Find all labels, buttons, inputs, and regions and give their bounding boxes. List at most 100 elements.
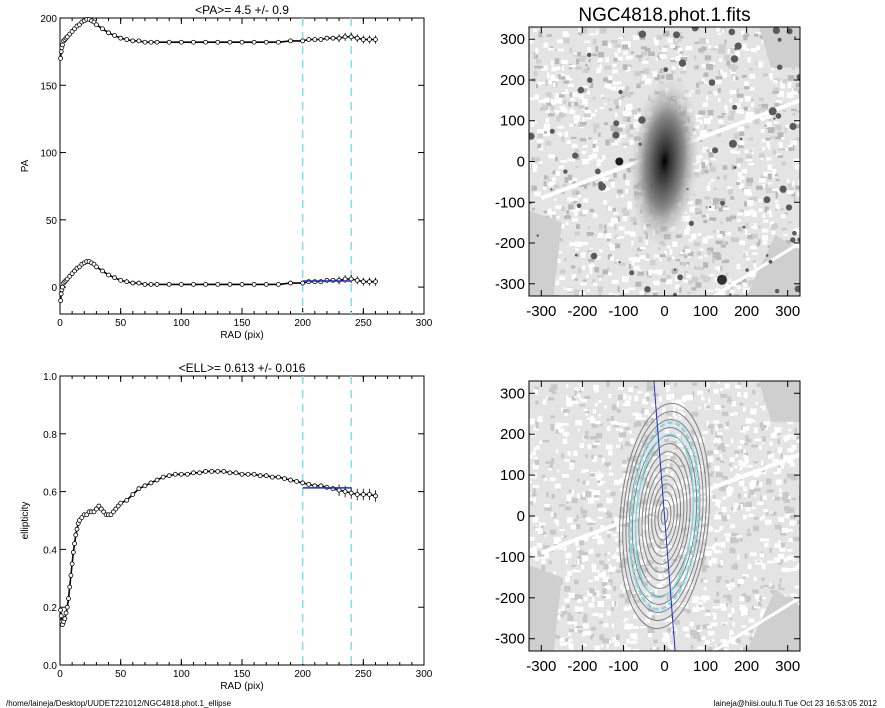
star: [739, 137, 743, 141]
noise-speck: [591, 520, 596, 523]
noise-speck: [708, 550, 712, 556]
noise-speck: [727, 613, 732, 618]
noise-speck: [767, 127, 775, 133]
noise-speck: [696, 465, 704, 468]
noise-speck: [696, 82, 700, 88]
noise-speck: [639, 549, 644, 552]
noise-speck: [749, 420, 756, 423]
noise-speck: [692, 596, 700, 601]
noise-speck: [680, 479, 684, 485]
noise-speck: [646, 382, 652, 386]
noise-speck: [753, 488, 761, 492]
noise-speck: [730, 638, 735, 644]
data-point: [275, 474, 281, 480]
noise-speck: [753, 494, 757, 498]
star: [549, 128, 555, 134]
noise-speck: [580, 399, 588, 403]
noise-speck: [602, 576, 610, 583]
data-point: [373, 279, 378, 285]
noise-speck: [774, 121, 779, 124]
noise-speck: [728, 587, 732, 590]
noise-speck: [555, 110, 560, 114]
noise-speck: [722, 207, 729, 210]
noise-speck: [645, 481, 650, 485]
isophote-contour: [625, 419, 704, 613]
noise-speck: [589, 208, 595, 213]
noise-speck: [576, 547, 580, 551]
noise-speck: [753, 576, 757, 581]
noise-speck: [762, 228, 769, 233]
data-point: [94, 22, 99, 28]
noise-speck: [571, 564, 576, 567]
noise-speck: [642, 581, 649, 587]
noise-speck: [784, 568, 791, 573]
noise-speck: [794, 427, 797, 433]
noise-speck: [632, 465, 636, 471]
noise-speck: [672, 413, 676, 417]
noise-speck: [769, 582, 772, 587]
noise-speck: [600, 482, 603, 486]
noise-speck: [711, 471, 714, 474]
noise-speck: [542, 104, 549, 111]
noise-speck: [619, 134, 626, 138]
noise-speck: [551, 529, 554, 536]
noise-speck: [737, 493, 741, 499]
noise-speck: [648, 539, 655, 543]
noise-speck: [725, 537, 730, 543]
noise-speck: [760, 424, 767, 429]
noise-speck: [567, 83, 574, 88]
noise-speck: [740, 610, 748, 616]
noise-speck: [720, 559, 723, 566]
noise-speck: [535, 525, 539, 528]
noise-speck: [662, 407, 666, 410]
star: [673, 268, 677, 271]
noise-speck: [578, 105, 585, 109]
noise-speck: [730, 537, 737, 544]
noise-speck: [707, 388, 711, 393]
noise-speck: [593, 256, 601, 260]
noise-speck: [543, 123, 550, 129]
noise-speck: [724, 648, 729, 651]
noise-speck: [702, 542, 707, 546]
noise-speck: [580, 506, 583, 512]
noise-speck: [608, 472, 614, 476]
noise-speck: [715, 240, 723, 245]
noise-speck: [607, 233, 612, 239]
noise-speck: [742, 576, 747, 579]
noise-speck: [785, 147, 789, 151]
noise-speck: [773, 224, 778, 230]
noise-speck: [751, 102, 754, 108]
noise-speck: [729, 413, 735, 416]
noise-speck: [772, 91, 779, 94]
x-tick-label: -300: [526, 303, 556, 320]
noise-speck: [760, 538, 766, 542]
noise-speck: [555, 251, 562, 254]
noise-speck: [697, 233, 702, 237]
noise-speck: [635, 545, 641, 551]
noise-speck: [616, 216, 620, 222]
noise-speck: [762, 495, 767, 500]
noise-speck: [744, 201, 748, 207]
noise-speck: [536, 543, 542, 548]
noise-speck: [608, 222, 614, 227]
noise-speck: [655, 546, 659, 552]
noise-speck: [611, 279, 619, 284]
noise-speck: [571, 489, 575, 496]
noise-speck: [792, 556, 796, 561]
isophote-contour: [647, 475, 682, 557]
noise-speck: [787, 458, 794, 464]
noise-speck: [564, 131, 569, 138]
noise-speck: [619, 431, 626, 438]
noise-speck: [635, 420, 642, 427]
noise-speck: [668, 416, 672, 420]
noise-speck: [584, 468, 589, 472]
noise-speck: [575, 569, 581, 573]
data-point: [148, 281, 154, 287]
noise-speck: [701, 162, 706, 168]
noise-speck: [701, 396, 705, 401]
noise-speck: [541, 559, 546, 565]
noise-speck: [627, 201, 632, 204]
noise-speck: [633, 599, 641, 603]
noise-speck: [620, 91, 627, 97]
noise-speck: [731, 582, 736, 588]
